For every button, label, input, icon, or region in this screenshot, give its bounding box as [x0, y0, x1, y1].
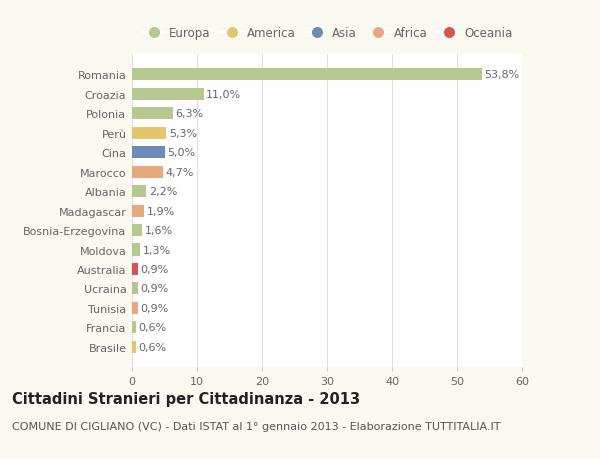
Text: 1,3%: 1,3%: [143, 245, 171, 255]
Text: 1,6%: 1,6%: [145, 225, 173, 235]
Text: Cittadini Stranieri per Cittadinanza - 2013: Cittadini Stranieri per Cittadinanza - 2…: [12, 391, 360, 406]
Text: 5,3%: 5,3%: [169, 129, 197, 139]
Bar: [132, 186, 146, 198]
Bar: [132, 205, 145, 217]
Bar: [132, 263, 138, 275]
Bar: [132, 89, 203, 101]
Bar: [132, 128, 166, 140]
Text: 53,8%: 53,8%: [484, 70, 520, 80]
Bar: [132, 224, 142, 236]
Text: COMUNE DI CIGLIANO (VC) - Dati ISTAT al 1° gennaio 2013 - Elaborazione TUTTITALI: COMUNE DI CIGLIANO (VC) - Dati ISTAT al …: [12, 421, 500, 431]
Text: 2,2%: 2,2%: [149, 187, 177, 197]
Bar: [132, 283, 138, 295]
Text: 4,7%: 4,7%: [165, 168, 194, 177]
Bar: [132, 166, 163, 179]
Text: 0,9%: 0,9%: [140, 264, 169, 274]
Text: 5,0%: 5,0%: [167, 148, 195, 158]
Bar: [132, 69, 482, 81]
Text: 0,6%: 0,6%: [139, 323, 167, 333]
Bar: [132, 108, 173, 120]
Legend: Europa, America, Asia, Africa, Oceania: Europa, America, Asia, Africa, Oceania: [142, 27, 512, 39]
Text: 11,0%: 11,0%: [206, 90, 241, 100]
Text: 0,6%: 0,6%: [139, 342, 167, 352]
Text: 0,9%: 0,9%: [140, 303, 169, 313]
Bar: [132, 341, 136, 353]
Text: 6,3%: 6,3%: [176, 109, 203, 119]
Text: 0,9%: 0,9%: [140, 284, 169, 294]
Text: 1,9%: 1,9%: [147, 206, 175, 216]
Bar: [132, 302, 138, 314]
Bar: [132, 147, 164, 159]
Bar: [132, 322, 136, 334]
Bar: [132, 244, 140, 256]
